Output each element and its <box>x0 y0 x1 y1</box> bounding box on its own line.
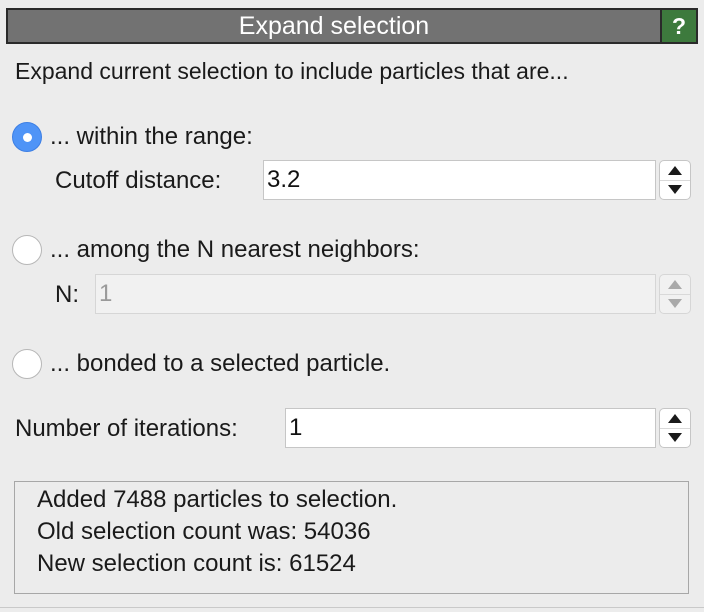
status-line-added: Added 7488 particles to selection. <box>37 486 398 513</box>
iterations-decrement-button[interactable] <box>660 429 690 448</box>
arrow-down-icon <box>668 185 682 195</box>
arrow-up-icon <box>668 165 682 175</box>
n-neighbors-label: N: <box>55 281 79 308</box>
iterations-spinner[interactable] <box>659 408 691 448</box>
radio-bonded[interactable] <box>12 349 42 379</box>
n-neighbors-input[interactable]: 1 <box>95 274 656 314</box>
status-line-new-count: New selection count is: 61524 <box>37 550 356 577</box>
intro-text: Expand current selection to include part… <box>15 58 569 84</box>
cutoff-distance-spinner[interactable] <box>659 160 691 200</box>
n-neighbors-spinner[interactable] <box>659 274 691 314</box>
cutoff-decrement-button[interactable] <box>660 181 690 200</box>
radio-nearest-neighbors[interactable] <box>12 235 42 265</box>
status-message-box: Added 7488 particles to selection. Old s… <box>14 481 689 594</box>
bottom-divider <box>0 607 704 608</box>
mode-nearest-neighbors[interactable]: ... among the N nearest neighbors: <box>12 233 420 267</box>
panel-title: Expand selection <box>238 12 430 40</box>
cutoff-increment-button[interactable] <box>660 161 690 181</box>
n-increment-button[interactable] <box>660 275 690 295</box>
arrow-up-icon <box>668 279 682 289</box>
arrow-down-icon <box>668 433 682 443</box>
mode-bonded[interactable]: ... bonded to a selected particle. <box>12 347 390 381</box>
n-decrement-button[interactable] <box>660 295 690 314</box>
iterations-label: Number of iterations: <box>15 415 238 442</box>
mode-within-range[interactable]: ... within the range: <box>12 120 253 154</box>
arrow-up-icon <box>668 413 682 423</box>
radio-within-range[interactable] <box>12 122 42 152</box>
help-button[interactable]: ? <box>660 10 696 42</box>
radio-checked-dot-icon <box>22 132 32 142</box>
status-line-old-count: Old selection count was: 54036 <box>37 518 371 545</box>
radio-within-range-label[interactable]: ... within the range: <box>50 123 253 150</box>
panel-title-bar: Expand selection ? <box>6 8 698 44</box>
iterations-increment-button[interactable] <box>660 409 690 429</box>
cutoff-distance-label: Cutoff distance: <box>55 167 222 194</box>
cutoff-distance-input[interactable]: 3.2 <box>263 160 656 200</box>
radio-nearest-neighbors-label[interactable]: ... among the N nearest neighbors: <box>50 236 420 263</box>
iterations-input[interactable]: 1 <box>285 408 656 448</box>
arrow-down-icon <box>668 299 682 309</box>
radio-bonded-label[interactable]: ... bonded to a selected particle. <box>50 350 391 377</box>
